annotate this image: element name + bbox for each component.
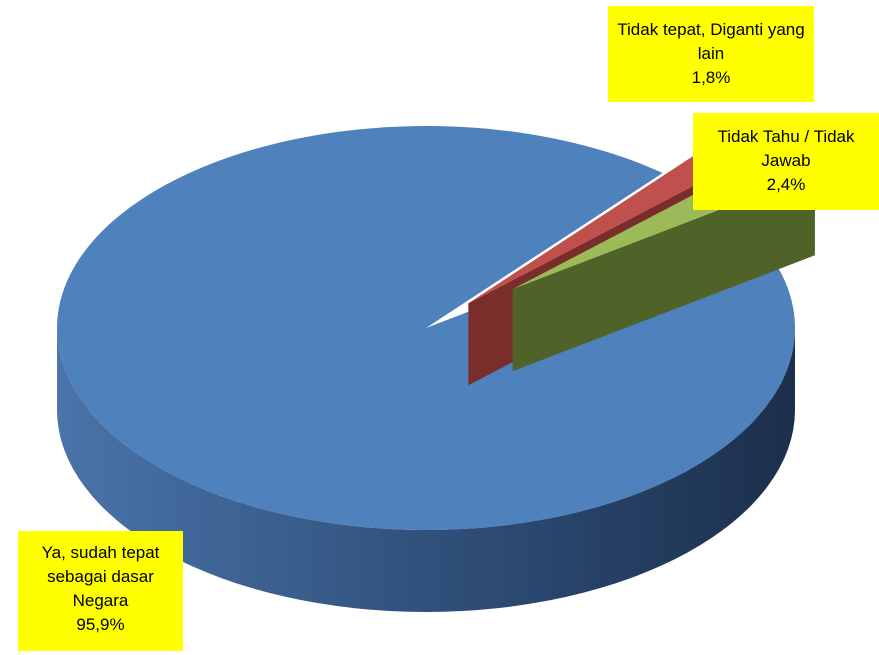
value-label: 2,4% [766,175,806,194]
category-label: Ya, sudah tepat sebagai dasar Negara [41,543,160,610]
value-label: 95,9% [76,615,125,634]
data-label: Tidak tepat, Diganti yang lain 1,8% [608,6,814,102]
slice [57,126,796,531]
data-label: Tidak Tahu / Tidak Jawab 2,4% [693,113,879,210]
slice-side [512,173,815,372]
data-label: Ya, sudah tepat sebagai dasar Negara 95,… [18,531,183,651]
slice [468,148,736,304]
slice-side [57,328,795,612]
value-label: 1,8% [691,68,731,87]
category-label: Tidak Tahu / Tidak Jawab [717,127,855,170]
category-label: Tidak tepat, Diganti yang lain [617,20,805,63]
